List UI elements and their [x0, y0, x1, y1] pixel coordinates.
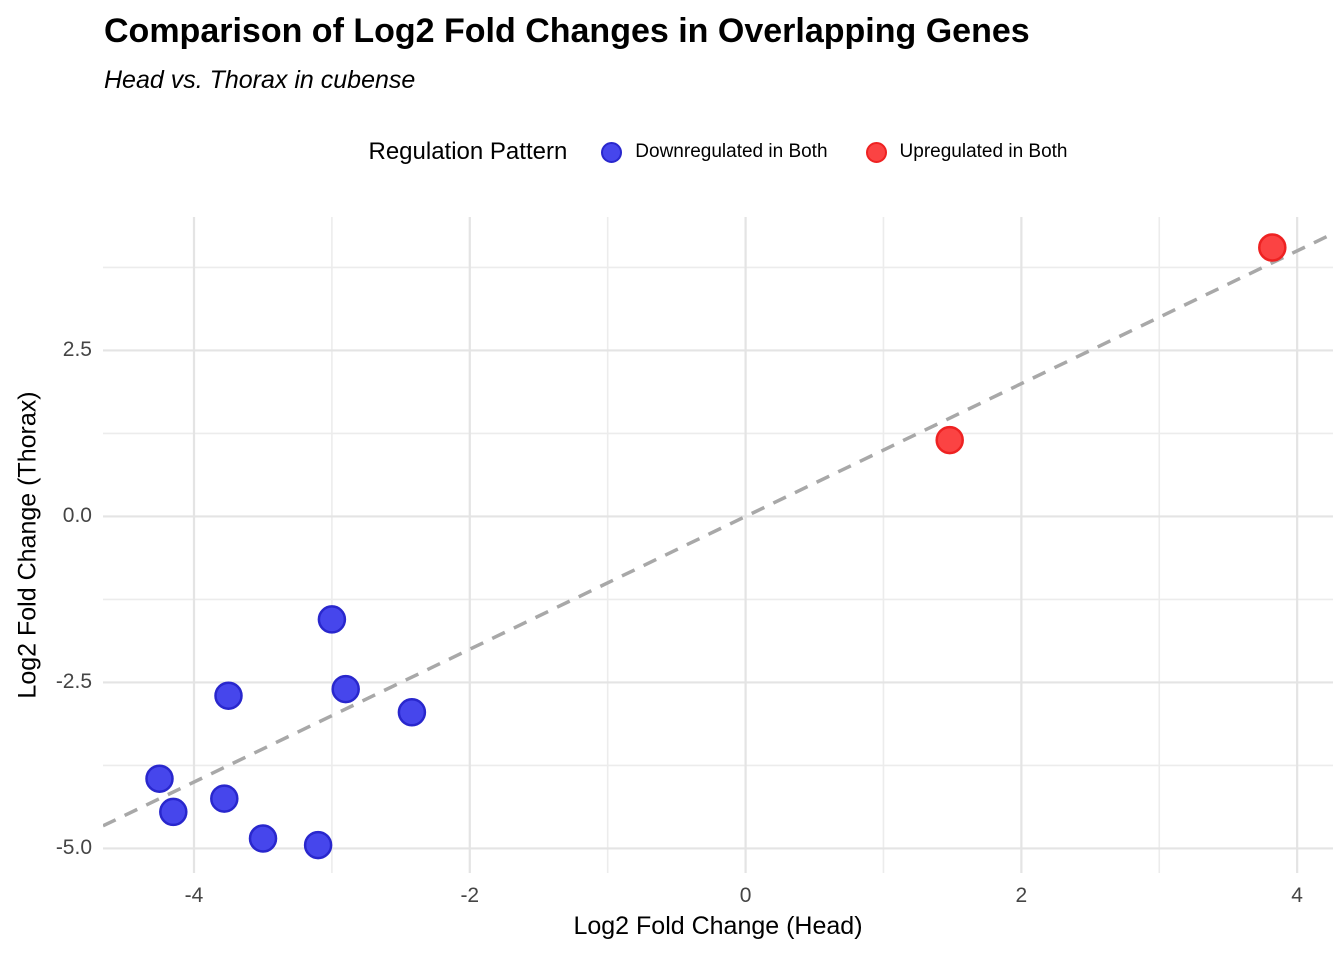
x-tick-label: -2 [460, 884, 480, 907]
data-point [317, 605, 347, 634]
legend-item: Upregulated in Both [865, 141, 1068, 163]
data-point [935, 425, 964, 455]
y-tick-label: -2.5 [55, 670, 92, 694]
data-point [248, 824, 278, 853]
y-tick-label: -5.0 [55, 836, 92, 860]
x-tick-label: 2 [1015, 884, 1028, 907]
plot-panel [103, 217, 1333, 873]
legend-item-label: Downregulated in Both [635, 141, 828, 162]
identity-line [103, 232, 1333, 828]
chart-title: Comparison of Log2 Fold Changes in Overl… [104, 12, 1030, 50]
data-point [303, 830, 333, 860]
chart-subtitle: Head vs. Thorax in cubense [104, 66, 416, 94]
data-point [145, 764, 174, 793]
legend-title: Regulation Pattern [368, 138, 568, 165]
scatter-plot [103, 217, 1333, 873]
data-point [397, 698, 427, 727]
data-point [210, 784, 239, 813]
legend-item-label: Upregulated in Both [899, 141, 1068, 162]
data-point [1258, 233, 1287, 262]
legend: Regulation Pattern Downregulated in Both… [103, 134, 1333, 170]
data-point [159, 797, 188, 827]
x-tick-label: -4 [184, 884, 204, 907]
y-tick-label: 0.0 [62, 504, 92, 528]
data-point [214, 681, 243, 710]
y-tick-label: 2.5 [62, 338, 92, 362]
x-tick-label: 0 [739, 884, 752, 907]
x-tick-label: 4 [1291, 884, 1303, 907]
y-axis-label: Log2 Fold Change (Thorax) [13, 391, 42, 699]
x-axis-label: Log2 Fold Change (Head) [573, 912, 863, 940]
legend-item: Downregulated in Both [601, 141, 828, 163]
data-point [331, 674, 360, 704]
legend-items: Downregulated in Both Upregulated in Both [601, 141, 1068, 163]
legend-dot-icon [865, 141, 887, 163]
legend-dot-icon [601, 141, 623, 163]
